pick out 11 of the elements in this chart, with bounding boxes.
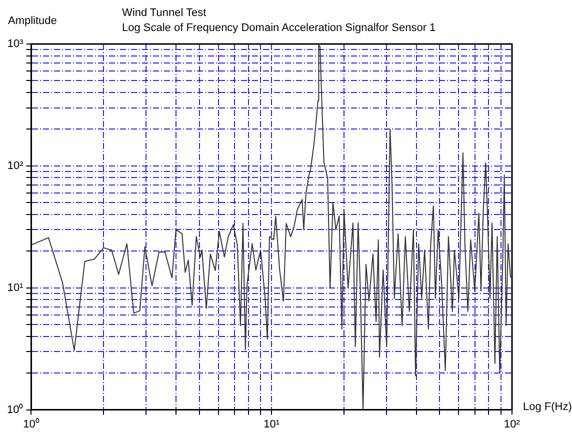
x-tick-label: 10² [504, 418, 520, 430]
y-tick-label: 10¹ [7, 282, 24, 294]
x-axis-title: Log F(Hz) [523, 401, 572, 413]
x-tick-label: 10⁰ [23, 417, 40, 430]
y-tick-label: 10² [7, 160, 24, 172]
chart-subtitle: Log Scale of Frequency Domain Acceleration Signalfor Sensor 1 [122, 22, 436, 34]
y-tick-label: 10³ [7, 38, 24, 50]
y-axis-title: Amplitude [8, 15, 57, 27]
x-tick-label: 10¹ [264, 418, 280, 430]
y-tick-label: 10⁰ [6, 402, 24, 416]
chart-title: Wind Tunnel Test [122, 7, 206, 19]
